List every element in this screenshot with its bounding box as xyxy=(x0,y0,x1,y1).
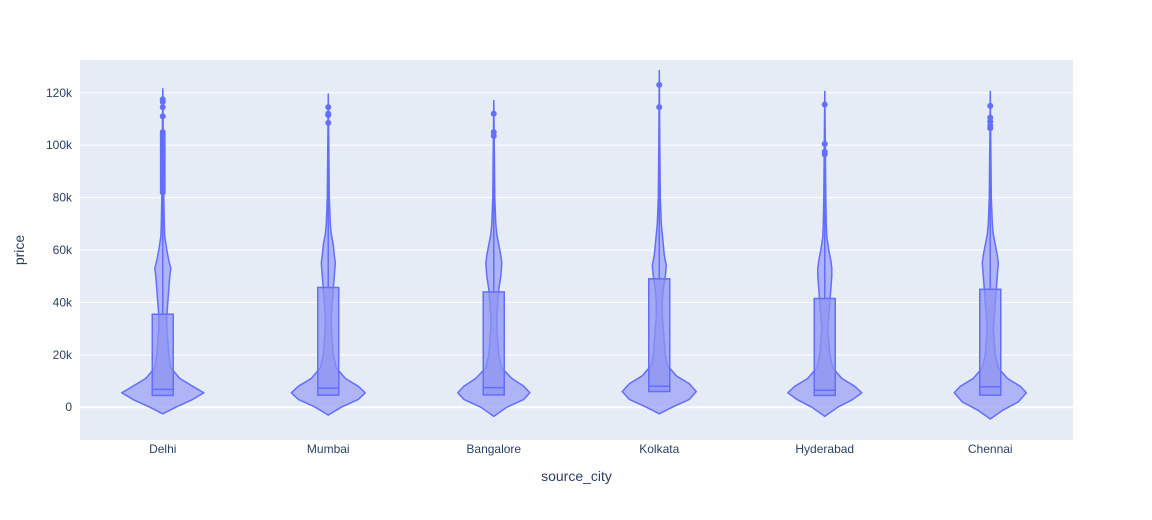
y-tick-label: 100k xyxy=(46,138,73,152)
x-tick-label: Mumbai xyxy=(307,442,350,456)
outlier-point xyxy=(325,119,332,126)
y-tick-label: 40k xyxy=(53,295,73,309)
y-axis-title: price xyxy=(11,235,27,266)
outlier-point xyxy=(325,110,332,117)
iqr-box xyxy=(979,288,1002,396)
x-tick-label: Hyderabad xyxy=(795,442,854,456)
x-axis-ticks: Delhi Mumbai Bangalore Kolkata Hyderabad Chen… xyxy=(149,442,1013,456)
outlier-point xyxy=(821,148,828,155)
outlier-point xyxy=(821,140,828,147)
outlier-point xyxy=(656,81,663,88)
x-axis-title: source_city xyxy=(541,468,612,484)
outlier-point xyxy=(821,101,828,108)
y-tick-label: 80k xyxy=(53,191,73,205)
outlier-point xyxy=(656,104,663,111)
x-tick-label: Delhi xyxy=(149,442,176,456)
x-tick-label: Chennai xyxy=(968,442,1013,456)
iqr-box xyxy=(317,286,340,396)
outlier-point xyxy=(159,113,166,120)
outlier-point xyxy=(490,129,497,136)
iqr-box xyxy=(151,313,174,397)
outlier-point xyxy=(325,104,332,111)
gridlines xyxy=(80,92,1073,409)
violin-trace xyxy=(787,90,863,418)
violin-trace xyxy=(621,69,698,415)
iqr-box xyxy=(813,297,836,397)
y-axis-ticks: 0 20k 40k 60k 80k 100k 120k xyxy=(46,86,73,414)
y-tick-label: 20k xyxy=(53,348,73,362)
outlier-point xyxy=(159,96,166,103)
violin-trace xyxy=(953,90,1028,420)
outlier-point xyxy=(159,104,166,111)
x-tick-label: Kolkata xyxy=(639,442,679,456)
y-tick-label: 0 xyxy=(65,400,72,414)
violin-trace xyxy=(121,88,205,415)
iqr-box xyxy=(482,291,505,396)
violin-trace xyxy=(290,93,367,416)
violin-traces xyxy=(121,69,1028,420)
y-tick-label: 60k xyxy=(53,243,73,257)
y-tick-label: 120k xyxy=(46,86,73,100)
x-tick-label: Bangalore xyxy=(466,442,521,456)
outlier-point xyxy=(987,102,994,109)
violin-trace xyxy=(457,99,531,418)
iqr-box xyxy=(648,278,671,393)
outlier-point xyxy=(490,110,497,117)
outlier-point xyxy=(159,129,166,136)
outlier-point xyxy=(987,114,994,121)
